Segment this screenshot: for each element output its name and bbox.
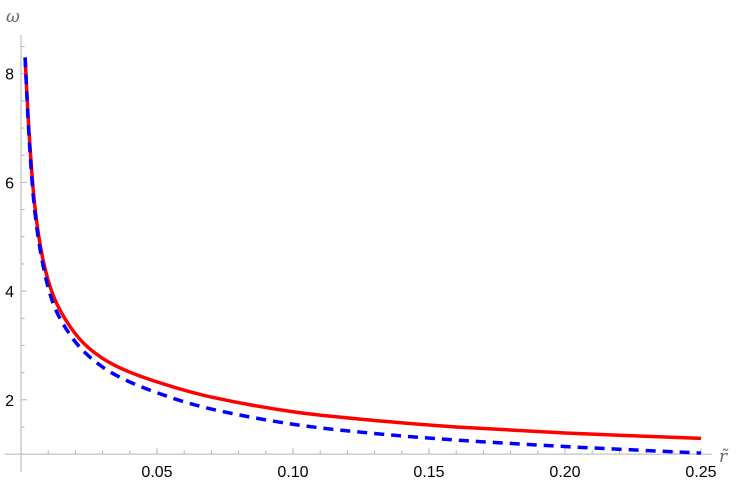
x-tick-label: 0.15 (413, 464, 444, 481)
series-dashed-line (23, 57, 702, 455)
y-tick-label: 2 (5, 393, 14, 410)
series-group (23, 57, 702, 455)
axes: 0.05 0.10 0.15 0.20 0.25 2 4 6 8 (5, 35, 717, 481)
x-tick-label: 0.25 (685, 464, 716, 481)
x-tick-label: 0.10 (277, 464, 308, 481)
series-solid-line (23, 57, 702, 441)
x-axis-label: r̃ (719, 447, 729, 467)
x-tick-label: 0.20 (549, 464, 580, 481)
y-axis-label: ω (6, 7, 20, 27)
y-tick-label: 8 (5, 67, 14, 84)
y-tick-label: 6 (5, 175, 14, 192)
y-tick-label: 4 (5, 284, 14, 301)
x-tick-label: 0.05 (141, 464, 172, 481)
